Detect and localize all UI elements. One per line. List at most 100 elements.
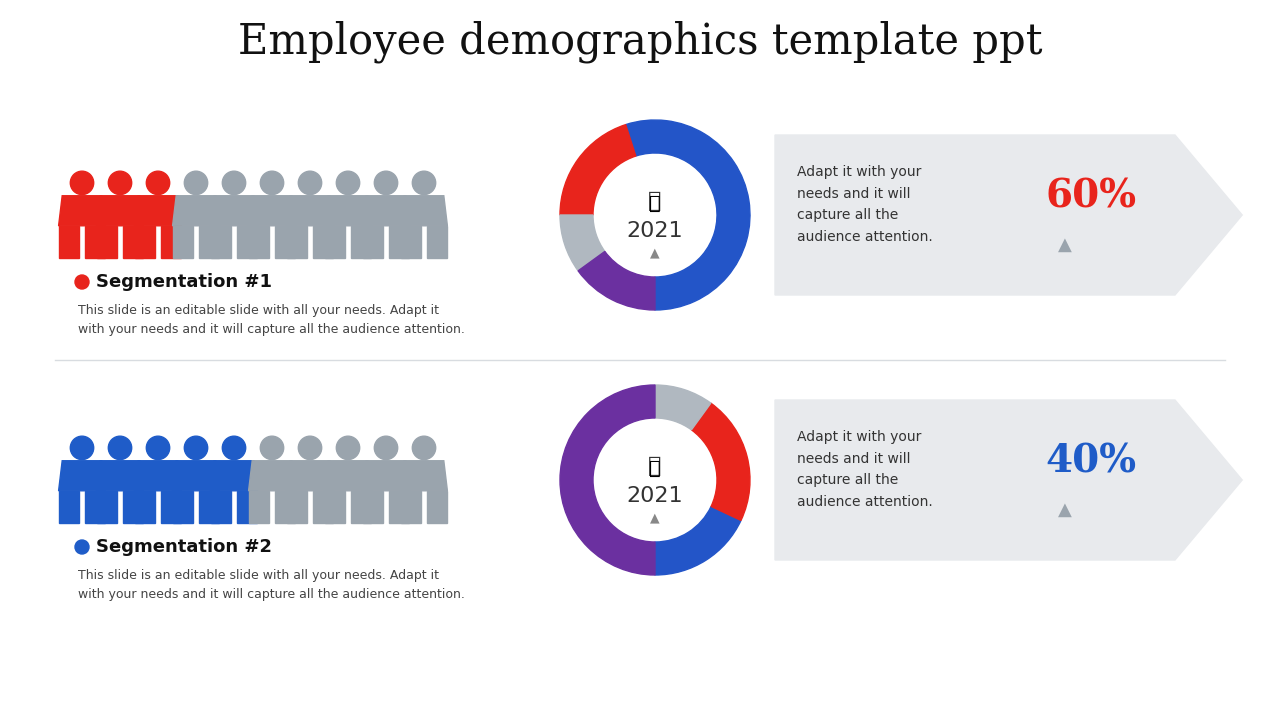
Polygon shape [59,461,105,491]
Text: 2021: 2021 [627,486,684,506]
Text: Employee demographics template ppt: Employee demographics template ppt [238,21,1042,63]
Circle shape [223,171,246,194]
Polygon shape [59,491,79,523]
Polygon shape [173,226,193,258]
Circle shape [374,171,398,194]
Circle shape [260,436,284,459]
Polygon shape [362,226,383,258]
Polygon shape [401,226,421,258]
Polygon shape [96,196,143,226]
Circle shape [146,171,170,194]
Polygon shape [134,491,155,523]
Polygon shape [248,196,296,226]
Text: 60%: 60% [1044,177,1137,215]
Polygon shape [287,196,333,226]
Polygon shape [401,461,448,491]
Polygon shape [198,491,219,523]
Polygon shape [325,226,346,258]
Text: Adapt it with your
needs and it will
capture all the
audience attention.: Adapt it with your needs and it will cap… [797,165,933,244]
Wedge shape [561,125,636,215]
Polygon shape [123,491,143,523]
Polygon shape [96,461,143,491]
Text: This slide is an editable slide with all your needs. Adapt it
with your needs an: This slide is an editable slide with all… [78,569,465,601]
Wedge shape [655,385,710,430]
Polygon shape [287,461,333,491]
Polygon shape [96,491,118,523]
Wedge shape [579,251,655,310]
Polygon shape [287,491,307,523]
Circle shape [76,275,90,289]
Polygon shape [325,461,371,491]
Polygon shape [287,226,307,258]
Circle shape [337,171,360,194]
Circle shape [223,436,246,459]
Polygon shape [426,491,448,523]
Polygon shape [84,226,105,258]
Polygon shape [774,135,1242,295]
Polygon shape [123,226,143,258]
Polygon shape [401,196,448,226]
Polygon shape [351,226,371,258]
Polygon shape [211,196,257,226]
Text: Adapt it with your
needs and it will
capture all the
audience attention.: Adapt it with your needs and it will cap… [797,430,933,509]
Polygon shape [401,491,421,523]
Circle shape [184,436,207,459]
Polygon shape [248,491,269,523]
Circle shape [146,436,170,459]
Polygon shape [59,196,105,226]
Polygon shape [362,491,383,523]
Text: 2021: 2021 [627,221,684,241]
Text: 🔥: 🔥 [649,194,660,212]
Wedge shape [626,120,750,310]
Circle shape [374,436,398,459]
Polygon shape [161,491,182,523]
Polygon shape [248,226,269,258]
Polygon shape [134,461,182,491]
Polygon shape [325,196,371,226]
Wedge shape [561,385,655,575]
Polygon shape [362,196,410,226]
Polygon shape [389,226,410,258]
Text: ▲: ▲ [1059,236,1071,254]
Polygon shape [173,196,219,226]
Polygon shape [351,491,371,523]
Circle shape [109,171,132,194]
Polygon shape [211,491,232,523]
Polygon shape [275,226,296,258]
Polygon shape [84,491,105,523]
Text: ▲: ▲ [1059,501,1071,519]
Polygon shape [134,196,182,226]
Text: Segmentation #1: Segmentation #1 [96,273,273,291]
Polygon shape [362,461,410,491]
Circle shape [298,436,321,459]
Circle shape [70,436,93,459]
Polygon shape [161,226,182,258]
Text: This slide is an editable slide with all your needs. Adapt it
with your needs an: This slide is an editable slide with all… [78,304,465,336]
Polygon shape [248,461,296,491]
Wedge shape [691,403,750,521]
Polygon shape [426,226,448,258]
Polygon shape [198,226,219,258]
Polygon shape [237,491,257,523]
Polygon shape [211,461,257,491]
Wedge shape [561,215,605,271]
Polygon shape [237,226,257,258]
Polygon shape [173,461,219,491]
Polygon shape [96,226,118,258]
Text: ▲: ▲ [650,511,659,524]
Circle shape [337,436,360,459]
Polygon shape [59,226,79,258]
Circle shape [70,171,93,194]
Polygon shape [389,491,410,523]
Polygon shape [774,400,1242,560]
Text: 40%: 40% [1044,442,1137,480]
Circle shape [412,171,435,194]
Circle shape [298,171,321,194]
Text: 🔥: 🔥 [648,191,662,211]
Polygon shape [312,491,333,523]
Text: 🔥: 🔥 [648,456,662,476]
Text: 🔥: 🔥 [649,459,660,477]
Wedge shape [655,506,741,575]
Polygon shape [173,491,193,523]
Circle shape [76,540,90,554]
